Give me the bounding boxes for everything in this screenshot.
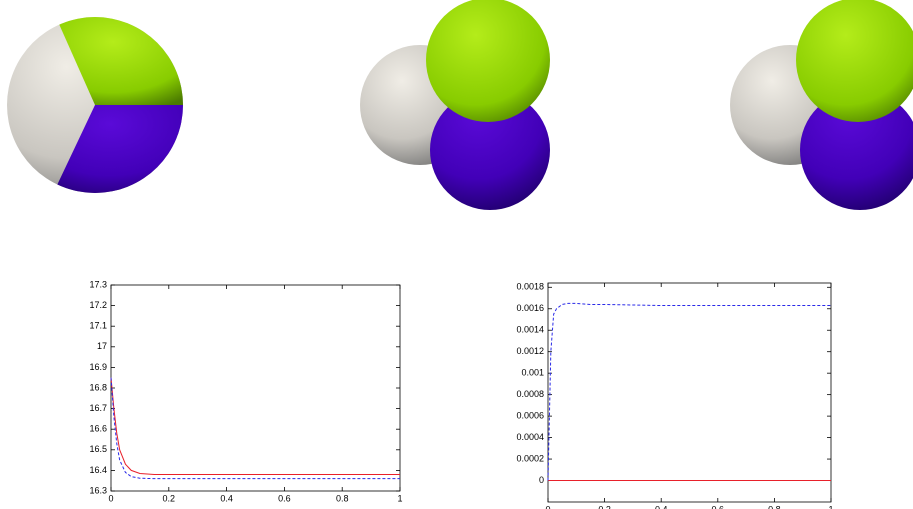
y-tick-label: 0.0018 bbox=[516, 282, 544, 292]
y-tick-label: 16.5 bbox=[89, 444, 107, 454]
x-tick-label: 0.6 bbox=[712, 504, 725, 509]
x-tick-label: 1 bbox=[397, 493, 402, 503]
x-tick-label: 0 bbox=[108, 493, 113, 503]
series-line bbox=[110, 377, 400, 476]
x-tick-label: 0.4 bbox=[655, 504, 668, 509]
y-tick-label: 17 bbox=[97, 341, 107, 351]
sphere-3 bbox=[730, 0, 913, 210]
plot-frame bbox=[110, 284, 401, 492]
y-tick-label: 17.3 bbox=[89, 279, 107, 289]
y-tick-label: 16.9 bbox=[89, 362, 107, 372]
x-tick-label: 0 bbox=[545, 504, 550, 509]
y-tick-label: 16.6 bbox=[89, 424, 107, 434]
sphere-1 bbox=[7, 17, 183, 193]
y-tick-label: 0.0014 bbox=[516, 325, 544, 335]
x-tick-label: 0.4 bbox=[220, 493, 233, 503]
y-tick-label: 16.8 bbox=[89, 382, 107, 392]
sphere-2 bbox=[360, 0, 550, 210]
y-tick-label: 0.001 bbox=[521, 368, 544, 378]
series-line bbox=[547, 302, 831, 481]
x-tick-label: 0.2 bbox=[598, 504, 611, 509]
y-tick-label: 16.7 bbox=[89, 403, 107, 413]
y-tick-label: 0.0004 bbox=[516, 432, 544, 442]
y-tick-label: 0.0016 bbox=[516, 303, 544, 313]
y-tick-label: 0.0002 bbox=[516, 453, 544, 463]
y-tick-label: 16.3 bbox=[89, 485, 107, 495]
y-tick-label: 17.1 bbox=[89, 321, 107, 331]
x-tick-label: 0.8 bbox=[336, 493, 349, 503]
y-tick-label: 17.2 bbox=[89, 300, 107, 310]
y-tick-label: 0.0006 bbox=[516, 410, 544, 420]
plot-frame bbox=[547, 282, 832, 503]
x-tick-label: 0.8 bbox=[768, 504, 781, 509]
x-tick-label: 0.6 bbox=[278, 493, 291, 503]
y-tick-label: 0 bbox=[539, 475, 544, 485]
y-tick-label: 0.0008 bbox=[516, 389, 544, 399]
y-tick-label: 16.4 bbox=[89, 465, 107, 475]
y-tick-label: 0.0012 bbox=[516, 346, 544, 356]
x-tick-label: 0.2 bbox=[163, 493, 176, 503]
series-line bbox=[110, 377, 400, 480]
x-tick-label: 1 bbox=[828, 504, 833, 509]
